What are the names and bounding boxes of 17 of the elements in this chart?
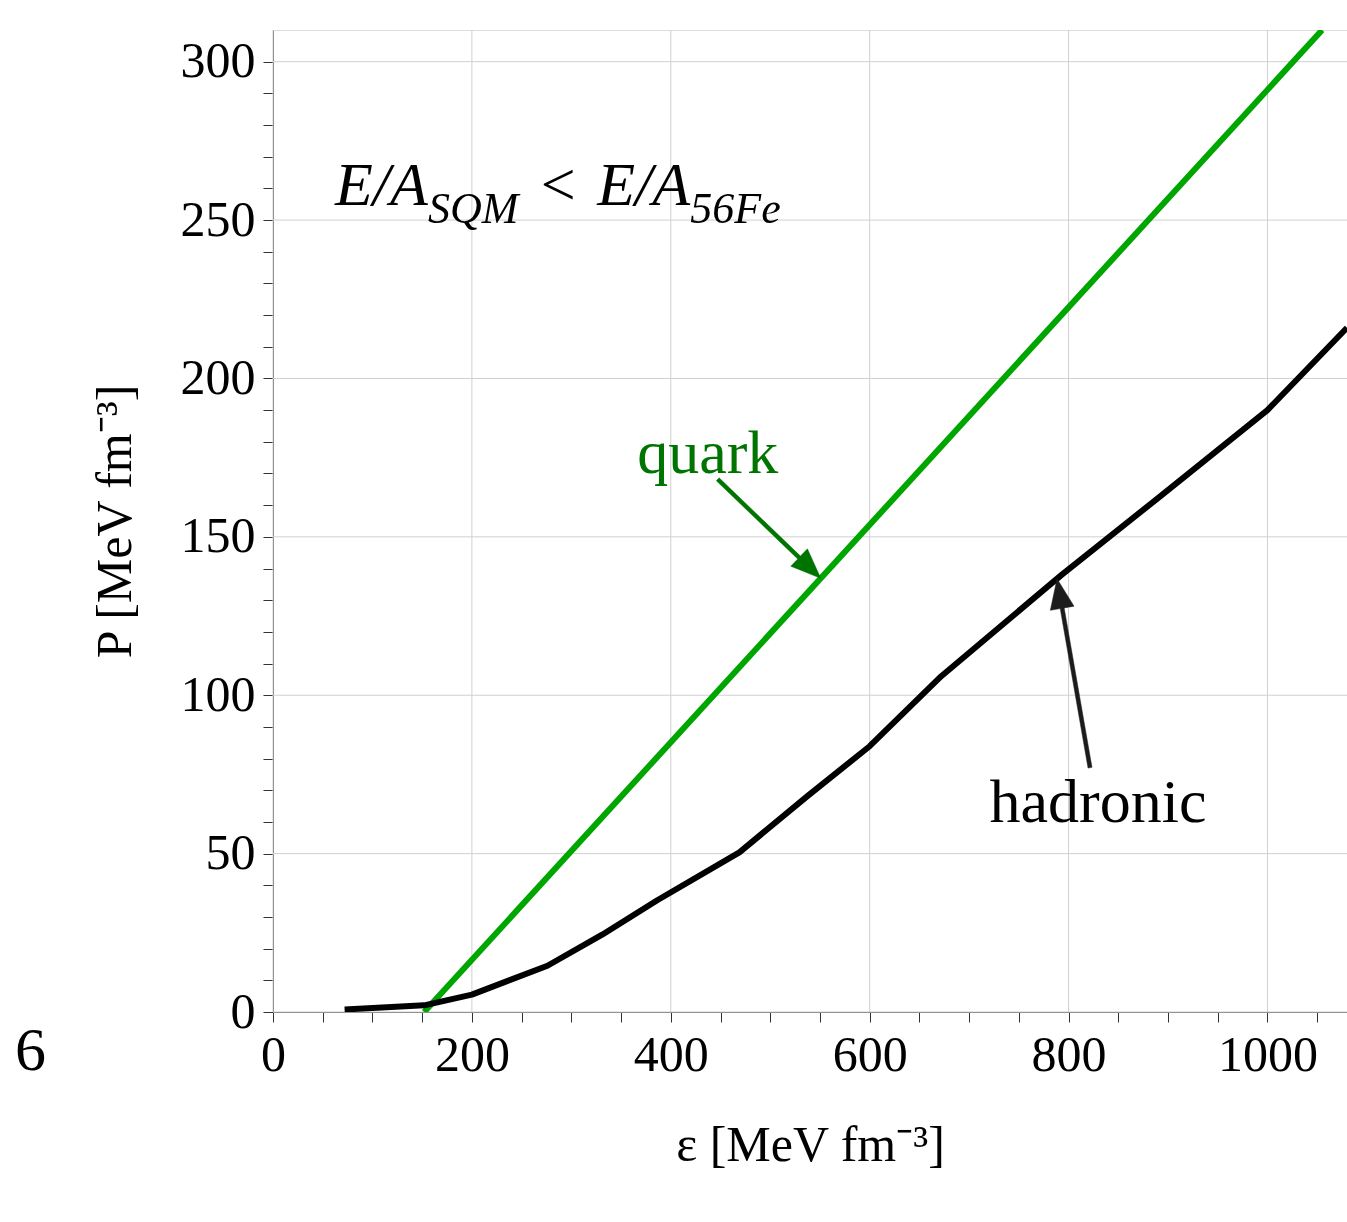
x-tick-label: 200 (434, 1025, 510, 1082)
y-tick-label: 150 (180, 507, 256, 564)
y-tick-label: 250 (180, 190, 256, 247)
text: 6 (15, 1015, 46, 1083)
series-label: hadronic (989, 766, 1207, 835)
x-tick-label: 400 (633, 1025, 709, 1082)
x-tick-label: 600 (832, 1025, 908, 1082)
x-axis-title: ε [MeV fm⁻³] (676, 1115, 945, 1172)
y-axis-title: P [MeV fm⁻³] (85, 384, 142, 659)
x-tick-label: 800 (1031, 1025, 1107, 1082)
y-tick-label: 200 (180, 348, 256, 405)
x-tick-label: 1000 (1217, 1025, 1318, 1082)
y-tick-label: 100 (180, 665, 256, 722)
y-tick-label: 0 (230, 982, 256, 1039)
y-tick-label: 300 (180, 32, 256, 89)
series-label: quark (637, 418, 779, 487)
y-tick-label: 50 (205, 824, 256, 881)
